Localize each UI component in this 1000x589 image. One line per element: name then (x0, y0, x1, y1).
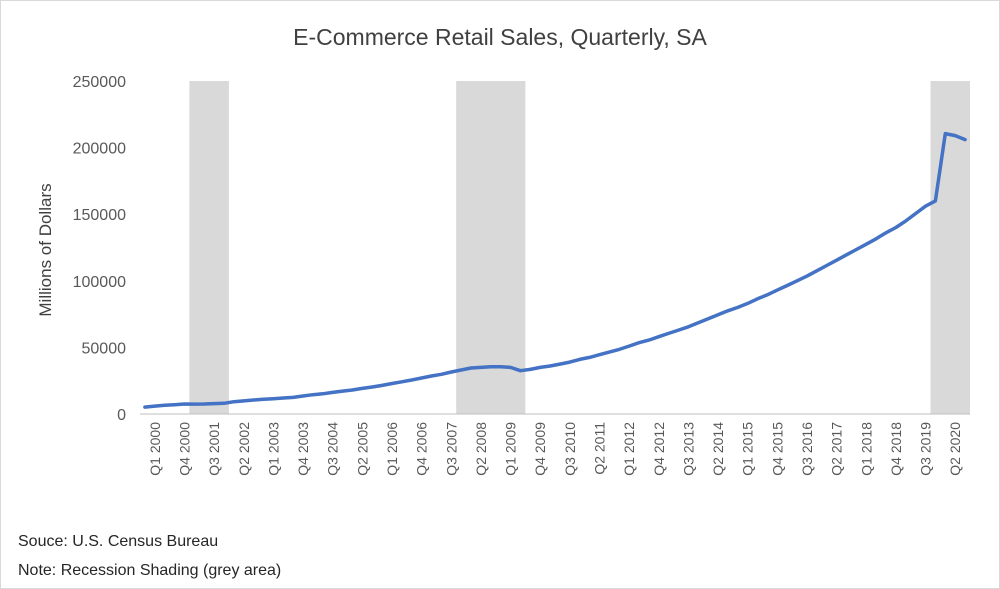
recession-band-2 (456, 81, 526, 414)
x-tick-label: Q3 2007 (443, 422, 459, 476)
x-tick-label: Q4 2006 (414, 422, 430, 476)
x-tick-label: Q4 2003 (295, 422, 311, 476)
x-tick-label: Q3 2019 (918, 422, 934, 476)
x-tick-label: Q4 2015 (769, 422, 785, 476)
x-tick-label: Q3 2016 (799, 422, 815, 476)
x-tick-label: Q1 2012 (621, 422, 637, 476)
x-tick-label: Q3 2010 (562, 422, 578, 476)
x-tick-label: Q3 2001 (206, 422, 222, 476)
x-tick-label: Q4 2012 (651, 422, 667, 476)
source-note: Souce: U.S. Census Bureau (18, 533, 219, 550)
x-tick-label: Q2 2005 (354, 422, 370, 476)
y-tick-label: 250000 (73, 74, 126, 91)
x-tick-label: Q1 2006 (384, 422, 400, 476)
x-tick-label: Q1 2009 (503, 422, 519, 476)
x-tick-label: Q1 2003 (265, 422, 281, 476)
y-tick-label: 50000 (82, 340, 127, 357)
x-tick-label: Q2 2008 (473, 422, 489, 476)
x-tick-label: Q4 2018 (888, 422, 904, 476)
x-tick-label: Q2 2011 (591, 422, 607, 475)
chart-title: E-Commerce Retail Sales, Quarterly, SA (293, 24, 707, 50)
series-line-1 (143, 131, 967, 409)
y-tick-label: 100000 (73, 274, 126, 291)
y-tick-label: 150000 (73, 207, 126, 224)
x-tick-label: Q2 2020 (947, 422, 963, 476)
y-tick-label: 0 (117, 407, 126, 424)
x-tick-label: Q2 2002 (236, 422, 252, 476)
recession-band-3 (930, 81, 970, 414)
x-tick-label: Q3 2013 (680, 422, 696, 476)
recession-note: Note: Recession Shading (grey area) (18, 562, 282, 579)
recession-band-1 (189, 81, 229, 414)
x-tick-label: Q2 2017 (829, 422, 845, 476)
x-tick-label: Q2 2014 (710, 422, 726, 476)
x-tick-label: Q4 2009 (532, 422, 548, 476)
x-tick-label: Q4 2000 (176, 422, 192, 476)
x-tick-label: Q1 2000 (147, 422, 163, 476)
x-tick-label: Q1 2018 (858, 422, 874, 476)
y-tick-label: 200000 (73, 141, 126, 158)
x-tick-label: Q1 2015 (740, 422, 756, 476)
x-tick-label: Q3 2004 (325, 422, 341, 476)
